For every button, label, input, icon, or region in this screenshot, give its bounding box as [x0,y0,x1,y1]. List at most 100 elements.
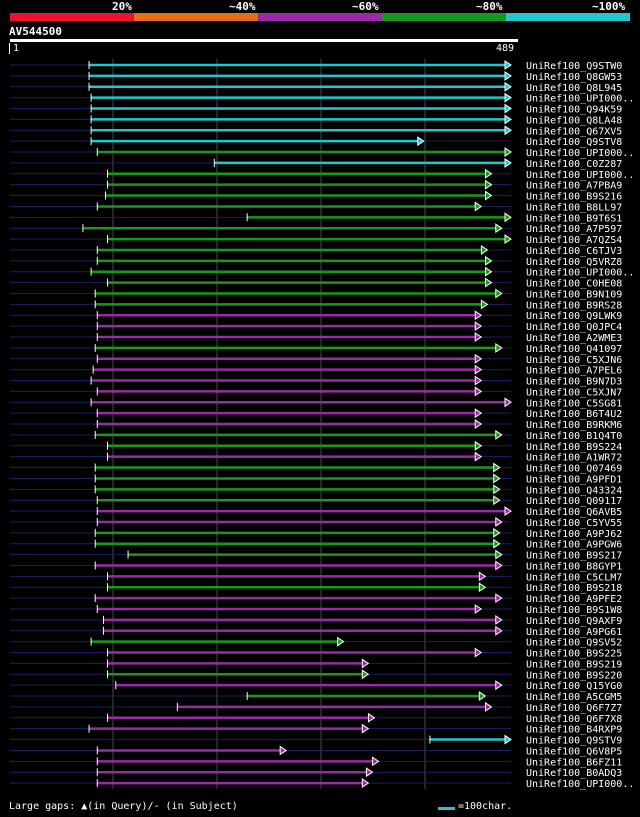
hit-end-arrow [474,419,483,429]
hit-end-arrow [279,745,288,756]
hit-label: UniRef100_A9PFD1 [526,474,622,485]
legend-segment [134,13,258,21]
hit-label: UniRef100_C5SG81 [526,398,622,409]
hit-end-arrow [480,245,489,255]
hit-label: UniRef100_A7QZS4 [526,235,622,246]
hit-end-arrow [474,451,483,462]
hit-end-arrow [474,321,483,332]
hit-label: UniRef100_A2WME3 [526,333,622,344]
hit-end-arrow [504,234,512,245]
query-bar [10,39,518,42]
hit-label: UniRef100_A9PG61 [526,627,622,638]
legend-segment [506,13,630,21]
hit-end-arrow [504,734,512,745]
hit-end-arrow [504,397,512,408]
hit-label: UniRef100_C5YV55 [526,518,622,529]
hit-label: UniRef100_B8LL97 [526,202,622,213]
hit-end-arrow [474,386,483,397]
hit-label: UniRef100_B9S224 [526,442,622,453]
hit-label: UniRef100_B9S219 [526,659,622,670]
scale-label: =100char. [458,801,513,812]
hit-label: UniRef100_UPI000.. [526,94,634,105]
hit-end-arrow [474,440,483,451]
query-end-label: 489 [496,43,515,54]
hit-end-arrow [365,767,374,778]
hit-label: UniRef100_Q67XV5 [526,126,622,137]
hit-end-arrow [495,549,503,560]
hit-end-arrow [361,778,370,789]
hit-label: UniRef100_Q9SV52 [526,638,622,649]
hit-label: UniRef100_UPI000.. [526,268,634,279]
hit-end-arrow [484,255,493,266]
hit-label: UniRef100_Q94K59 [526,105,622,116]
hit-end-arrow [495,288,503,299]
hit-end-arrow [495,560,503,571]
hit-end-arrow [495,625,503,636]
hit-end-arrow [474,310,483,321]
hit-end-arrow [504,70,512,81]
hit-end-arrow [504,60,512,70]
hit-label: UniRef100_A5CGM5 [526,692,622,703]
hit-end-arrow [484,190,493,201]
hit-label: UniRef100_B6T4U2 [526,409,622,420]
hit-label: UniRef100_Q09117 [526,496,622,507]
hit-label: UniRef100_B9RKM6 [526,420,622,431]
hit-label: UniRef100_A1WR72 [526,453,622,464]
query-name: AV544500 [9,25,62,38]
hit-label: UniRef100_C6TJV3 [526,246,622,257]
hit-label: UniRef100_B8GYP1 [526,561,622,572]
hit-end-arrow [495,429,503,440]
hit-label: UniRef100_B1Q4T0 [526,431,622,442]
hit-label: UniRef100_UPI000.. [526,148,634,159]
hit-label: UniRef100_Q43324 [526,485,622,496]
hit-label: UniRef100_Q6AVB5 [526,507,622,518]
hit-end-arrow [504,212,512,223]
hit-end-arrow [504,81,512,92]
hit-label: UniRef100_A9PJ62 [526,529,622,540]
hit-end-arrow [474,647,483,658]
hit-label: UniRef100_Q07469 [526,464,622,475]
hit-end-arrow [495,614,503,625]
hit-end-arrow [474,375,483,386]
hit-end-arrow [367,712,376,723]
hit-end-arrow [493,484,501,495]
hit-end-arrow [495,517,503,527]
hit-end-arrow [493,495,501,506]
legend-segment [382,13,506,21]
hit-label: UniRef100_B9S216 [526,192,622,203]
hit-label: UniRef100_UPI000.. [526,779,634,790]
hit-end-arrow [484,168,493,179]
hit-label: UniRef100_Q9LWK9 [526,311,622,322]
legend-segment [10,13,134,21]
hit-label: UniRef100_C5XJN7 [526,387,622,398]
hit-end-arrow [474,353,483,364]
hit-end-arrow [504,157,512,168]
hit-end-arrow [361,669,370,680]
hit-end-arrow [493,462,501,473]
hit-end-arrow [504,114,512,125]
hit-label: UniRef100_Q9STW0 [526,61,622,72]
hit-end-arrow [504,125,512,136]
hit-label: UniRef100_B4RXP9 [526,725,622,736]
hit-label: UniRef100_C0HE08 [526,279,622,290]
hit-label: UniRef100_Q5VRZ8 [526,257,622,268]
hit-label: UniRef100_B9T6S1 [526,213,622,224]
hit-label: UniRef100_B9S225 [526,649,622,660]
hit-label: UniRef100_Q9STV9 [526,736,622,747]
hit-label: UniRef100_B9RS28 [526,300,622,311]
hit-label: UniRef100_B9N109 [526,289,622,300]
hit-end-arrow [474,364,483,375]
hit-label: UniRef100_B0ADQ3 [526,768,622,779]
hit-label: UniRef100_Q0JPC4 [526,322,622,333]
hit-label: UniRef100_B6FZ11 [526,757,622,768]
hit-end-arrow [478,571,487,582]
query-start-label: 1 [9,43,19,54]
hit-end-arrow [495,680,503,691]
hit-end-arrow [372,756,380,767]
hit-label: UniRef100_UPI000.. [526,170,634,181]
hit-label: UniRef100_Q8GW53 [526,72,622,83]
hit-end-arrow [493,527,501,538]
legend-label-20: 20% [112,0,132,13]
hit-end-arrow [480,299,489,310]
